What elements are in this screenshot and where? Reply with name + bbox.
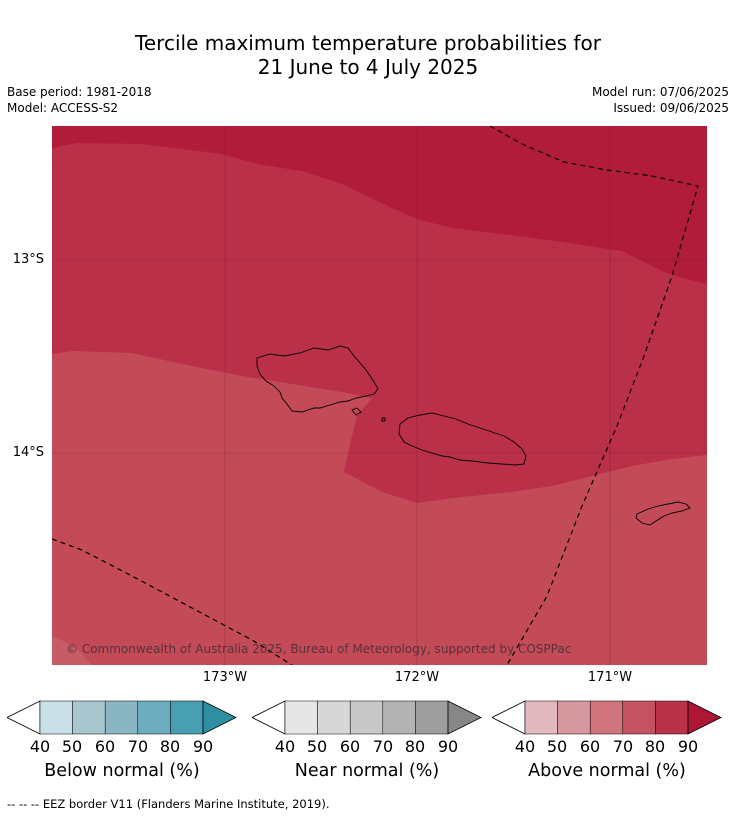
- colorbar-segment: [589, 700, 624, 735]
- eez-footnote: -- -- -- EEZ border V11 (Flanders Marine…: [7, 797, 330, 811]
- colorbar-segment: [382, 700, 416, 735]
- island-savaii: [256, 345, 379, 413]
- colorbar-segment: [524, 700, 558, 735]
- colorbar-arrow-low: [252, 700, 286, 735]
- colorbar-above-normal-title: Above normal (%): [528, 761, 686, 781]
- colorbar-segment: [72, 700, 106, 735]
- lon-label-172w: 172°W: [394, 670, 440, 685]
- lon-label-171w: 171°W: [587, 670, 633, 685]
- colorbar-segment: [415, 700, 449, 735]
- base-period: Base period: 1981-2018: [7, 85, 152, 99]
- cb-tick: 50: [306, 737, 328, 756]
- colorbar-near-normal: [252, 700, 482, 735]
- colorbar-arrow-high: [687, 700, 722, 735]
- colorbar-arrow-high: [447, 700, 482, 735]
- lat-label-14s: 14°S: [12, 445, 44, 460]
- colorbar-segment: [349, 700, 384, 735]
- cb-tick: 60: [579, 737, 601, 756]
- colorbar-segment: [284, 700, 318, 735]
- title-line-1: Tercile maximum temperature probabilitie…: [135, 31, 601, 55]
- colorbar-near-normal-title: Near normal (%): [294, 761, 440, 781]
- cb-tick: 60: [94, 737, 116, 756]
- colorbar-segment: [104, 700, 139, 735]
- cb-tick: 50: [546, 737, 568, 756]
- eez-border-east: [489, 126, 699, 665]
- cb-tick: 90: [437, 737, 459, 756]
- islands: [256, 345, 691, 526]
- model-run: Model run: 07/06/2025: [591, 85, 729, 99]
- colorbar-segment: [622, 700, 656, 735]
- cb-tick: 40: [514, 737, 536, 756]
- meta-left: Base period: 1981-2018 Model: ACCESS-S2: [7, 84, 152, 116]
- colorbar-above-normal: [492, 700, 722, 735]
- colorbar-segment: [170, 700, 204, 735]
- island-upolu: [398, 412, 527, 466]
- cb-tick: 90: [192, 737, 214, 756]
- island-manono: [381, 417, 386, 422]
- colorbar-below-normal-title: Below normal (%): [44, 761, 200, 781]
- cb-tick: 80: [404, 737, 426, 756]
- colorbar-segment: [137, 700, 171, 735]
- colorbar-below-normal: [7, 700, 237, 735]
- lat-label-13s: 13°S: [12, 252, 44, 267]
- cb-tick: 80: [644, 737, 666, 756]
- colorbar-arrow-low: [492, 700, 526, 735]
- island-apolima: [351, 407, 362, 416]
- cb-tick: 70: [372, 737, 394, 756]
- copyright-text: © Commonwealth of Australia 2025, Bureau…: [66, 642, 571, 656]
- chart-title: Tercile maximum temperature probabilitie…: [0, 31, 736, 79]
- cb-tick: 40: [274, 737, 296, 756]
- cb-tick: 60: [339, 737, 361, 756]
- cb-tick: 90: [677, 737, 699, 756]
- cb-tick: 40: [29, 737, 51, 756]
- meta-right: Model run: 07/06/2025 Issued: 09/06/2025: [592, 84, 729, 116]
- colorbar-segment: [317, 700, 351, 735]
- cb-tick: 70: [127, 737, 149, 756]
- colorbar-arrow-high: [202, 700, 237, 735]
- zone-60-70: [52, 351, 707, 665]
- zone-lower-corner: [52, 636, 92, 665]
- title-line-2: 21 June to 4 July 2025: [257, 55, 479, 79]
- colorbar-segment: [557, 700, 591, 735]
- cb-tick: 50: [61, 737, 83, 756]
- cb-tick: 70: [612, 737, 634, 756]
- colorbar-segment: [39, 700, 73, 735]
- cb-tick: 80: [159, 737, 181, 756]
- issued-date: Issued: 09/06/2025: [613, 101, 729, 115]
- eez-borders: [52, 126, 699, 665]
- colorbar-segment: [655, 700, 689, 735]
- probability-map[interactable]: © Commonwealth of Australia 2025, Bureau…: [52, 126, 707, 665]
- model-name: Model: ACCESS-S2: [7, 101, 119, 115]
- lon-label-173w: 173°W: [202, 670, 248, 685]
- colorbar-arrow-low: [7, 700, 41, 735]
- graticule: [52, 126, 707, 665]
- island-tutuila: [635, 501, 691, 526]
